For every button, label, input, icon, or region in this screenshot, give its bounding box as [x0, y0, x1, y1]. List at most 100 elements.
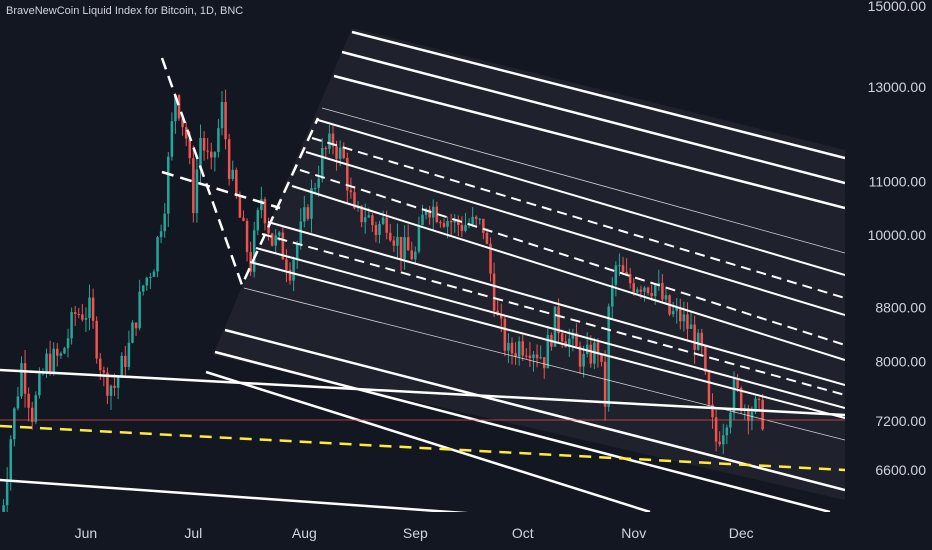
candle-body: [2, 505, 5, 512]
pitchfork-line: [249, 261, 845, 419]
candle-body: [102, 370, 106, 373]
candle-body: [95, 320, 98, 359]
candle-body: [460, 224, 464, 231]
candle-body: [281, 232, 285, 260]
candle-body: [492, 273, 496, 311]
candle-body: [27, 393, 30, 408]
candle-body: [159, 231, 163, 238]
y-tick-label: 13000.00: [868, 79, 927, 95]
candle-body: [406, 237, 410, 251]
candle-body: [267, 223, 270, 234]
candle-body: [600, 354, 603, 362]
y-tick-label: 7200.00: [875, 413, 926, 429]
candle-body: [618, 265, 621, 267]
candle-body: [16, 396, 20, 409]
candle-body: [596, 342, 600, 355]
candle-body: [528, 355, 532, 359]
candle-body: [231, 169, 234, 179]
candle-body: [757, 398, 761, 400]
candle-body: [70, 312, 73, 339]
pitchfork-line: [224, 328, 845, 492]
candle-body: [464, 225, 467, 231]
candle-body: [446, 220, 449, 227]
candle-body: [145, 277, 149, 286]
x-axis[interactable]: Jun Jul Aug Sep Oct Nov Dec: [75, 525, 754, 541]
candle-body: [52, 348, 55, 373]
y-axis[interactable]: 15000.00 13000.00 11000.00 10000.00 8800.00 8…: [868, 0, 927, 478]
candle-body: [131, 322, 134, 343]
pitchfork-shaded-band: [213, 28, 845, 500]
candle-body: [611, 284, 614, 307]
candle-body: [571, 333, 575, 339]
pitchfork-line: [214, 350, 831, 512]
candle-body: [428, 209, 431, 218]
candle-body: [714, 417, 718, 442]
candle-body: [371, 215, 374, 226]
candle-body: [188, 138, 192, 159]
candle-body: [732, 379, 736, 413]
candle-body: [363, 217, 367, 223]
candle-body: [206, 150, 209, 152]
candle-body: [127, 342, 131, 367]
candle-body: [754, 398, 757, 412]
x-tick-label: Dec: [729, 525, 754, 541]
candle-body: [238, 196, 242, 218]
candle-body: [217, 128, 220, 153]
candle-body: [360, 205, 363, 223]
candle-body: [650, 293, 653, 297]
candle-body: [474, 216, 478, 219]
candle-body: [557, 306, 560, 334]
support-line: [0, 478, 469, 512]
candle-body: [664, 295, 668, 300]
candle-body: [553, 306, 557, 347]
candle-body: [514, 353, 517, 357]
candle-body: [686, 314, 689, 329]
candle-body: [625, 271, 628, 275]
candle-body: [91, 297, 95, 321]
candle-body: [614, 265, 618, 285]
candle-body: [181, 118, 184, 128]
candle-body: [700, 332, 704, 347]
candle-body: [116, 377, 120, 388]
candle-body: [252, 230, 256, 272]
y-tick-label: 11000.00: [869, 173, 927, 189]
candle-body: [23, 363, 27, 394]
candle-body: [274, 235, 277, 246]
candle-body: [328, 133, 331, 149]
candle-body: [546, 334, 550, 369]
support-line: [0, 368, 845, 417]
candle-body: [156, 237, 159, 272]
candle-body: [399, 236, 403, 259]
y-tick-label: 6600.00: [875, 462, 926, 478]
candle-body: [313, 187, 317, 189]
x-tick-label: Jul: [184, 525, 202, 541]
candle-body: [260, 199, 263, 211]
candle-body: [410, 250, 414, 260]
candle-body: [539, 357, 542, 359]
candle-body: [471, 216, 474, 225]
candle-body: [84, 317, 88, 320]
candle-body: [722, 435, 725, 445]
candle-body: [81, 314, 84, 320]
candle-body: [99, 358, 102, 371]
candle-body: [106, 372, 109, 396]
candle-body: [414, 251, 417, 260]
candle-body: [739, 387, 743, 412]
candle-body: [679, 307, 682, 322]
candle-body: [45, 353, 48, 373]
x-tick-label: Aug: [292, 525, 317, 541]
x-tick-label: Nov: [621, 525, 646, 541]
candle-body: [761, 399, 764, 430]
candle-body: [482, 218, 485, 233]
candle-body: [138, 291, 141, 329]
candle-body: [560, 333, 564, 342]
candle-body: [149, 276, 152, 278]
candle-body: [66, 338, 70, 349]
candle-body: [120, 355, 123, 378]
candle-body: [124, 355, 127, 367]
candle-body: [636, 289, 639, 293]
pitchfork-line: [243, 287, 845, 441]
candle-body: [442, 223, 446, 227]
